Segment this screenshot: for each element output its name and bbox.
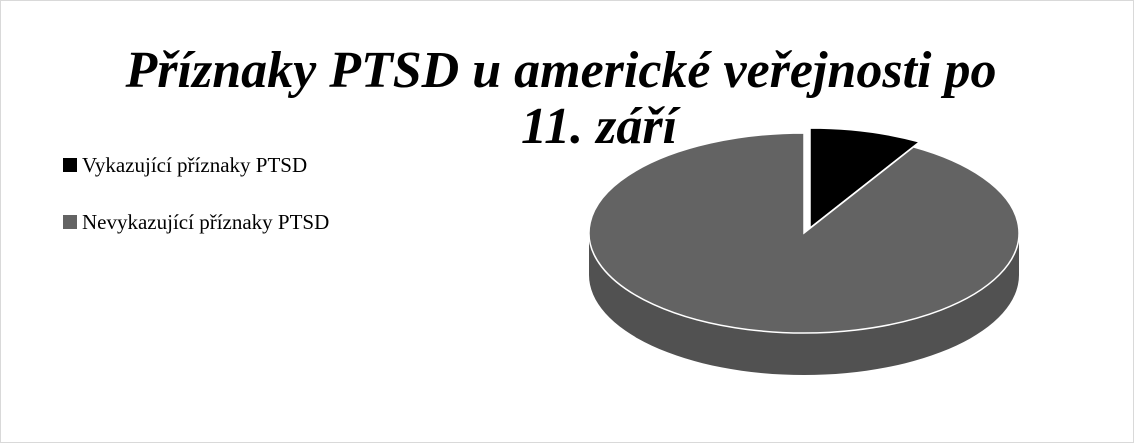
- legend-swatch-no-ptsd: [63, 215, 77, 229]
- legend-item-ptsd: Vykazující příznaky PTSD: [63, 151, 329, 179]
- chart-title: Příznaky PTSD u americké veřejnosti po 1…: [61, 43, 1061, 155]
- legend-item-no-ptsd: Nevykazující příznaky PTSD: [63, 208, 329, 236]
- chart-title-line-2: 11. září: [520, 98, 678, 155]
- pie-slice-side-1: [589, 233, 1019, 375]
- pie-slice-1: [588, 132, 1020, 334]
- legend-swatch-ptsd: [63, 158, 77, 172]
- chart-title-line-1: Příznaky PTSD u americké veřejnosti po: [125, 42, 997, 99]
- legend-label-ptsd: Vykazující příznaky PTSD: [82, 152, 308, 177]
- pie-slice-0: [809, 127, 922, 230]
- legend: Vykazující příznaky PTSD Nevykazující př…: [63, 151, 329, 265]
- legend-label-no-ptsd: Nevykazující příznaky PTSD: [82, 209, 330, 234]
